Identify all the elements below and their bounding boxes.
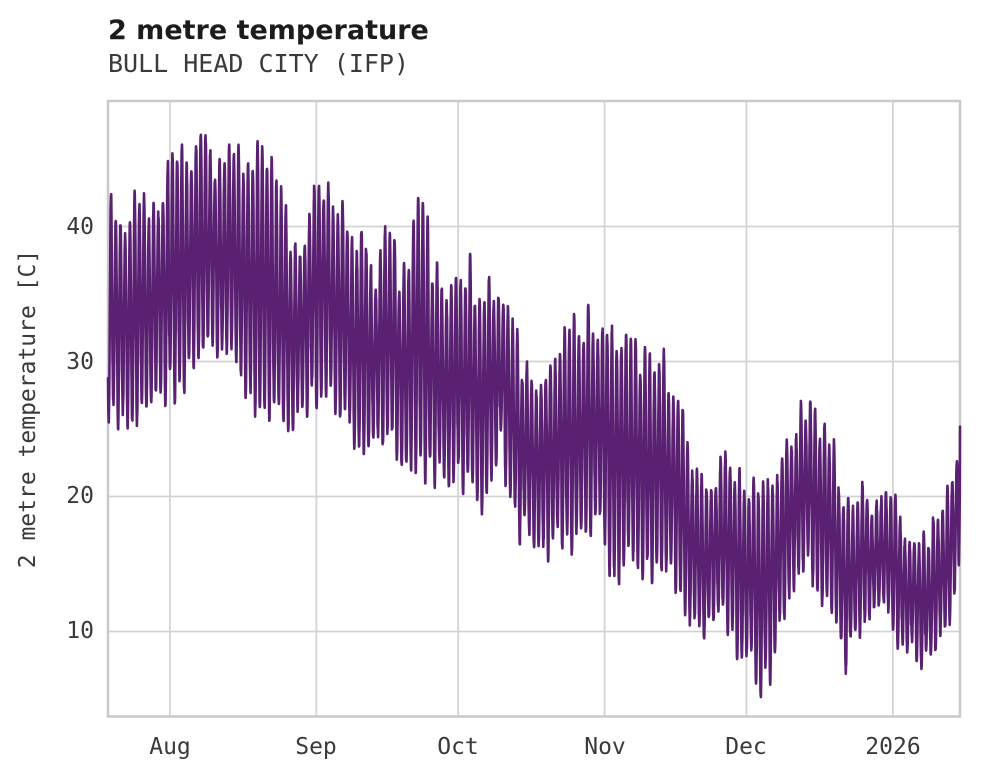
x-tick-label: Sep bbox=[295, 734, 337, 760]
x-tick-label: Nov bbox=[584, 734, 626, 760]
x-tick-label: Oct bbox=[437, 734, 479, 760]
x-tick-label: Dec bbox=[725, 734, 767, 760]
temperature-line bbox=[106, 133, 962, 699]
chart-title: 2 metre temperature bbox=[108, 15, 429, 46]
y-tick-label: 20 bbox=[66, 483, 94, 509]
y-tick-label: 30 bbox=[66, 349, 94, 375]
x-tick-label: 2026 bbox=[865, 734, 921, 760]
chart-subtitle: BULL HEAD CITY (IFP) bbox=[108, 49, 410, 78]
y-tick-label: 10 bbox=[66, 618, 94, 644]
x-tick-label: Aug bbox=[149, 734, 191, 760]
y-tick-label: 40 bbox=[66, 214, 94, 240]
